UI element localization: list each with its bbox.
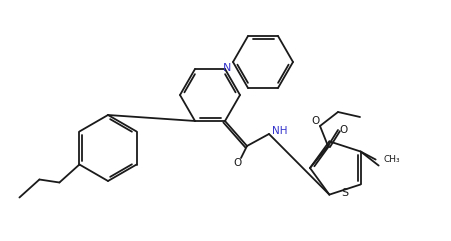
Text: O: O [339,125,347,135]
Text: NH: NH [272,126,287,136]
Text: O: O [233,158,241,168]
Text: S: S [341,187,349,198]
Text: CH₃: CH₃ [384,155,400,164]
Text: N: N [223,63,231,73]
Text: O: O [312,116,320,126]
